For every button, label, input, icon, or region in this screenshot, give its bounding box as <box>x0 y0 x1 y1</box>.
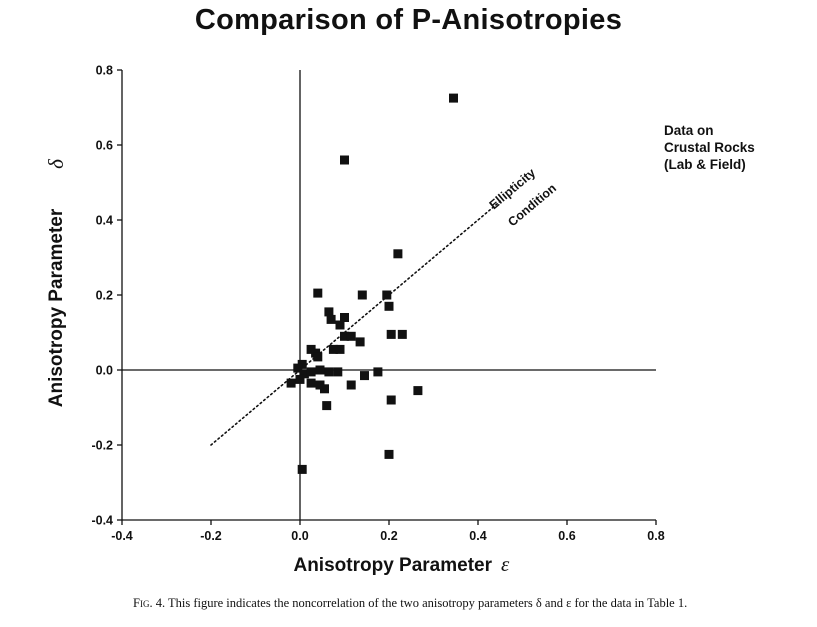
data-point <box>299 369 309 379</box>
data-point <box>313 288 323 298</box>
data-point <box>382 290 392 300</box>
side-note-line-2: Crustal Rocks <box>664 140 755 155</box>
y-axis-symbol: δ <box>44 158 68 169</box>
data-point <box>386 395 396 405</box>
data-point <box>386 329 396 339</box>
data-point <box>340 155 349 165</box>
data-point <box>397 329 407 339</box>
y-axis-title: Anisotropy Parameter <box>46 208 67 407</box>
x-tick-label: 0.4 <box>469 529 486 543</box>
ellipticity-condition-line <box>210 200 502 446</box>
figure-caption: Fig. 4. This figure indicates the noncor… <box>133 596 813 611</box>
data-point <box>355 337 365 347</box>
data-point <box>393 249 403 259</box>
data-point <box>360 371 369 381</box>
x-axis-title-text: Anisotropy Parameter <box>293 555 492 576</box>
data-point <box>384 449 394 459</box>
side-note: Data on Crustal Rocks (Lab & Field) <box>664 122 755 173</box>
data-point <box>320 384 329 394</box>
y-tick-label: 0.8 <box>96 64 113 78</box>
data-points <box>286 93 458 474</box>
data-point <box>328 344 338 354</box>
data-point <box>333 367 343 377</box>
y-tick-label: 0.0 <box>96 364 113 378</box>
data-point <box>335 320 345 330</box>
x-tick-label: 0.6 <box>558 529 575 543</box>
data-point <box>346 331 356 341</box>
data-point <box>346 380 356 390</box>
data-point <box>315 365 325 375</box>
data-point <box>357 290 367 300</box>
y-tick-label: -0.2 <box>91 439 113 453</box>
data-point <box>306 378 316 388</box>
data-point <box>373 367 383 377</box>
chart-title: Comparison of P-Anisotropies <box>194 4 623 36</box>
caption-text: This figure indicates the noncorrelation… <box>165 596 688 610</box>
y-tick-label: 0.6 <box>96 139 113 153</box>
x-axis-title: Anisotropy Parameter <box>293 555 492 576</box>
axis-ticks: -0.4 -0.2 0.0 0.2 0.4 0.6 0.8 -0.4 -0.2 0.0 0.2 0.4… <box>91 64 664 544</box>
data-point <box>295 374 305 384</box>
data-point <box>413 386 423 396</box>
y-tick-label: 0.4 <box>96 214 113 228</box>
data-point <box>449 93 458 103</box>
side-note-line-3: (Lab & Field) <box>664 157 746 172</box>
data-point <box>306 367 316 377</box>
side-note-line-1: Data on <box>664 123 714 138</box>
x-tick-label: -0.4 <box>111 529 133 543</box>
data-point <box>322 401 332 411</box>
x-tick-label: 0.2 <box>380 529 397 543</box>
y-tick-label: -0.4 <box>91 514 113 528</box>
data-point <box>340 331 349 341</box>
data-point <box>384 301 394 311</box>
figure-label: Fig. 4. <box>133 596 166 610</box>
scatter-plot: -0.4 -0.2 0.0 0.2 0.4 0.6 0.8 -0.4 -0.2 0.0 0.2 0.4… <box>44 64 665 577</box>
data-point <box>313 352 323 362</box>
data-point <box>293 363 303 373</box>
x-tick-label: -0.2 <box>200 529 222 543</box>
ellipticity-condition-label: Ellipticity Condition <box>487 166 559 230</box>
data-point <box>335 344 345 354</box>
data-point <box>297 464 307 474</box>
data-point <box>326 314 336 324</box>
x-tick-label: 0.0 <box>291 529 308 543</box>
data-point <box>286 378 296 388</box>
y-tick-label: 0.2 <box>96 289 113 303</box>
data-point <box>324 307 334 317</box>
x-tick-label: 0.8 <box>647 529 664 543</box>
ellipticity-condition-dotted-line <box>210 200 502 446</box>
data-point <box>340 313 349 322</box>
x-axis-symbol: ε <box>501 552 510 576</box>
data-point <box>324 367 334 377</box>
